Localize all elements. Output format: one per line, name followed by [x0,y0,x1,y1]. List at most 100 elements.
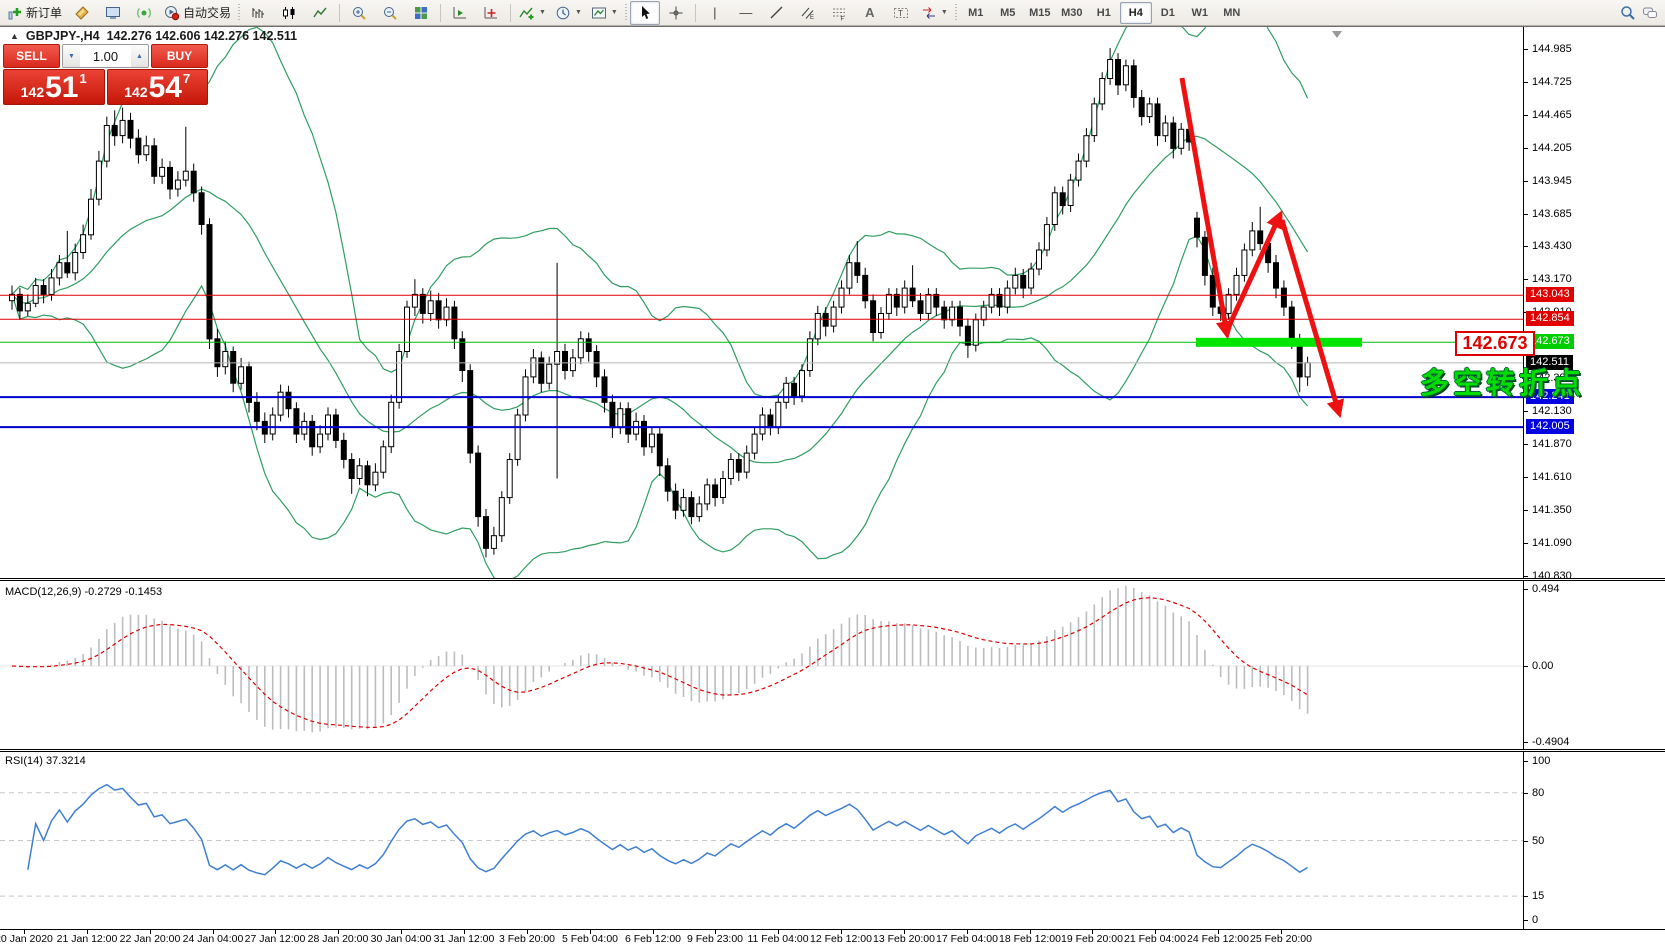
zoom-in-button[interactable] [344,1,374,25]
chart-note-text[interactable]: 多空转折点 [1420,368,1586,400]
trend-arrow[interactable] [1279,219,1345,419]
panel-separator[interactable] [0,578,1665,581]
price-tick-mark [1524,148,1528,149]
timeframe-button-h4[interactable]: H4 [1119,1,1152,24]
time-axis[interactable]: 20 Jan 2020 21 Jan 12:00 22 Jan 20:00 24 Ja… [0,929,1665,946]
timeframe-button-h1[interactable]: H1 [1096,6,1111,19]
candle-body [1107,59,1114,79]
panel-separator[interactable] [0,749,1665,752]
toolbar-separator [510,3,512,22]
chart-symbol-label: GBPJPY-,H4 [25,29,100,43]
signals-button[interactable] [129,1,159,25]
candle-body [151,145,158,177]
rsi-tick-label: 15 [1532,890,1545,902]
candle-body [1178,128,1185,149]
channel-tool-button[interactable]: E [793,1,823,25]
new-order-button[interactable]: 新订单 [3,1,66,25]
timeframe-button-m1[interactable]: M1 [968,6,984,19]
candle-body [372,471,379,486]
new-order-label: 新订单 [26,6,63,20]
sell-button[interactable]: SELL [3,44,60,68]
periods-button[interactable]: ▼ [551,1,586,25]
candle-body [878,313,884,333]
rsi-tick-label: 80 [1532,787,1545,799]
candle-body [95,160,102,200]
templates-button[interactable]: ▼ [587,1,622,25]
buy-button[interactable]: BUY [151,44,208,68]
candle-body [135,137,142,156]
time-tick-mark [464,930,465,934]
indicators-button[interactable]: ▼ [515,1,550,25]
label-tool-button[interactable]: T [886,1,916,25]
text-tool-button[interactable]: A [855,1,885,25]
candle-body [483,516,489,549]
candle-body [901,287,908,308]
time-tick-mark [1092,930,1093,934]
candle-body [419,293,426,314]
timeframe-button-d1[interactable]: D1 [1160,6,1175,19]
auto-scroll-button[interactable] [445,1,475,25]
main-chart-canvas[interactable] [0,27,1523,578]
zoom-out-button[interactable] [375,1,405,25]
time-tick-label: 17 Feb 04:00 [936,933,998,945]
support-band[interactable] [1196,337,1362,347]
candlestick-chart-button[interactable] [274,1,304,25]
candle-body [870,300,877,333]
candle-body [167,166,173,190]
shapes-tool-button[interactable]: ▼ [917,1,952,25]
time-tick-label: 9 Feb 23:00 [686,933,744,945]
time-tick-mark [275,930,276,934]
horizontal-line-tool-button[interactable]: — [731,1,761,25]
timeframe-button-mn[interactable]: MN [1223,6,1241,19]
candle-body [538,357,545,384]
cursor-icon [641,5,650,19]
chart-shift-button[interactable] [476,1,506,25]
bar-chart-button[interactable] [243,1,273,25]
candle-body [727,459,734,479]
candle-body [1122,65,1129,86]
time-tick-label: 24 Jan 04:00 [182,933,244,945]
trendline-tool-button[interactable] [762,1,792,25]
candle-body [348,459,355,479]
price-axis[interactable]: 144.985 144.725 144.465 144.205 143.945 143.6… [1523,27,1665,929]
candle-body [293,408,300,435]
buy-price-tile[interactable]: 142 54 7 [106,69,208,105]
fibonacci-tool-button[interactable]: F [824,1,854,25]
timeframe-button-m15[interactable]: M15 [1029,6,1051,19]
crosshair-tool-button[interactable] [661,1,691,25]
trend-arrow[interactable] [1179,77,1234,340]
candle-body [1170,122,1177,149]
macd-tick-mark [1524,742,1528,743]
collapse-panel-icon[interactable]: ▲ [10,31,19,41]
price-tick-mark [1524,82,1528,83]
search-icon[interactable] [1620,5,1636,21]
sell-price-tile[interactable]: 142 51 1 [3,69,105,105]
candle-body [585,338,592,352]
timeframe-button-w1[interactable]: W1 [1191,6,1209,19]
rsi-tick-mark [1524,920,1528,921]
volume-input[interactable] [80,45,131,67]
macd-panel-canvas[interactable] [0,583,1523,749]
chat-icon[interactable] [1642,5,1658,21]
time-tick-label: 19 Feb 20:00 [1061,933,1123,945]
autotrading-button[interactable]: 自动交易 [160,1,235,25]
candle-body [941,306,948,321]
macd-values: -0.2729 -0.1453 [84,586,163,598]
timeframe-button-m5[interactable]: M5 [1000,6,1016,19]
time-tick-mark [213,930,214,934]
price-label-box[interactable]: 142.673 [1455,331,1535,356]
vertical-line-tool-button[interactable]: | [700,1,730,25]
rsi-panel-canvas[interactable] [0,752,1523,928]
volume-increase-button[interactable]: ▲ [131,45,148,67]
terminal-window-button[interactable] [98,1,128,25]
line-chart-button[interactable] [305,1,335,25]
timeframe-button-m30[interactable]: M30 [1061,6,1083,19]
volume-decrease-button[interactable]: ▼ [63,45,80,67]
candle-body [1130,65,1137,98]
price-axis-tag: 142.005 [1526,419,1574,434]
market-depth-button[interactable] [67,1,97,25]
trend-arrow[interactable] [1226,210,1283,328]
tile-windows-button[interactable] [406,1,436,25]
time-tick-label: 28 Jan 20:00 [307,933,369,945]
cursor-tool-button[interactable] [629,0,660,25]
